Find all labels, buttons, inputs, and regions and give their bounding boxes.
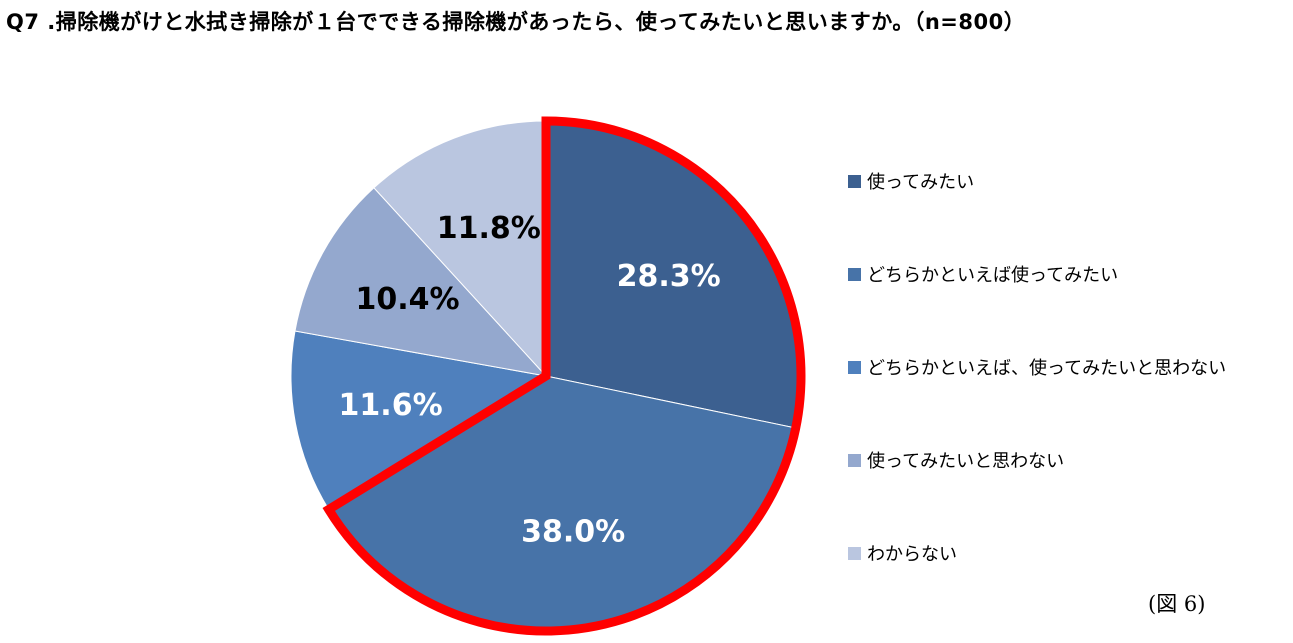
legend-label: どちらかといえば使ってみたい [867,265,1119,286]
legend-label: どちらかといえば、使ってみたいと思わない [867,358,1227,379]
legend-swatch [848,267,861,281]
legend-swatch [848,546,861,560]
legend-item: 使ってみたい [848,168,974,194]
highlight-outline [322,116,806,636]
legend-label: 使ってみたいと思わない [867,451,1065,472]
legend-swatch [848,174,861,188]
legend-swatch [848,360,861,374]
pie-slice-5 [373,120,547,378]
legend-item: 使ってみたいと思わない [848,447,1064,473]
legend-item: わからない [848,540,957,566]
pie-slice-3 [290,330,548,511]
legend-label: わからない [867,544,957,565]
slice-label-4: 10.4% [355,282,459,317]
pie-slice-4 [294,187,548,377]
legend-swatch [848,453,861,467]
slice-label-2: 38.0% [521,514,625,549]
legend-item: どちらかといえば使ってみたい [848,261,1118,287]
legend-item: どちらかといえば、使ってみたいと思わない [848,354,1226,380]
figure-number: (図 6) [1148,592,1206,616]
legend-label: 使ってみたい [867,172,975,193]
slice-label-5: 11.8% [437,211,541,246]
slice-label-1: 28.3% [617,259,721,294]
slice-label-3: 11.6% [339,388,443,423]
chart-title: Q7 .掃除機がけと水拭き掃除が１台でできる掃除機があったら、使ってみたいと思い… [6,10,1026,34]
